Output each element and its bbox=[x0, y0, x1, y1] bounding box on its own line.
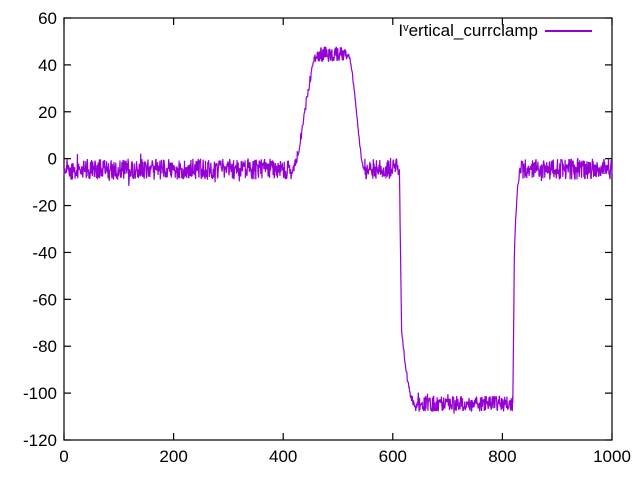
legend-label-rest: ertical_currclamp bbox=[408, 21, 538, 40]
y-tick-label: 60 bbox=[38, 9, 57, 28]
y-tick-label: -120 bbox=[23, 431, 57, 450]
plot-border bbox=[63, 17, 613, 441]
y-tick-label: -20 bbox=[32, 197, 57, 216]
y-tick-label: -60 bbox=[32, 290, 57, 309]
x-tick-label: 600 bbox=[379, 447, 407, 466]
y-tick-label: 0 bbox=[48, 150, 57, 169]
y-tick-label: -80 bbox=[32, 337, 57, 356]
legend-line-sample bbox=[545, 29, 592, 32]
x-tick-label: 400 bbox=[269, 447, 297, 466]
x-tick-label: 800 bbox=[488, 447, 516, 466]
legend-label: Ivertical_currclamp bbox=[398, 21, 538, 40]
y-tick-label: 40 bbox=[38, 56, 57, 75]
x-tick-label: 0 bbox=[59, 447, 68, 466]
x-tick-label: 1000 bbox=[593, 447, 631, 466]
signal-line bbox=[63, 46, 613, 414]
legend: Ivertical_currclamp bbox=[398, 21, 592, 40]
y-tick-label: 20 bbox=[38, 103, 57, 122]
x-tick-label: 200 bbox=[159, 447, 187, 466]
y-tick-label: -100 bbox=[23, 384, 57, 403]
y-tick-label: -40 bbox=[32, 243, 57, 262]
legend-label-superscript: v bbox=[403, 22, 409, 34]
legend-label-prefix: I bbox=[398, 21, 404, 40]
